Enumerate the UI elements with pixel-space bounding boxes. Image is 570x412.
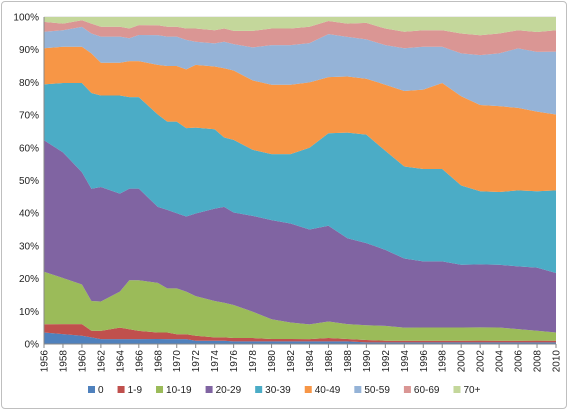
x-tick-label: 1966 — [134, 350, 145, 373]
x-tick-label: 2008 — [533, 350, 544, 373]
x-tick-label: 1998 — [438, 350, 449, 373]
x-tick-label: 1960 — [77, 350, 88, 373]
x-tick-label: 2006 — [514, 350, 525, 373]
x-tick-label: 1990 — [362, 350, 373, 373]
area-series-0 — [44, 332, 556, 344]
x-tick-label: 2010 — [552, 350, 563, 373]
legend-label: 70+ — [463, 385, 480, 396]
area-series-10-19 — [44, 271, 556, 341]
y-tick-label: 30% — [19, 241, 39, 252]
legend-swatch — [205, 386, 213, 393]
legend-label: 20-29 — [216, 385, 242, 396]
legend-swatch — [117, 386, 125, 393]
area-series-group — [44, 17, 556, 344]
legend-label: 50-59 — [364, 385, 390, 396]
x-tick-label: 2000 — [457, 350, 468, 373]
y-tick-label: 20% — [19, 274, 39, 285]
x-tick-label: 1962 — [96, 350, 107, 373]
legend-label: 40-49 — [315, 385, 341, 396]
x-tick-label: 1986 — [324, 350, 335, 373]
area-series-50-59 — [44, 26, 556, 115]
area-series-30-39 — [44, 83, 556, 273]
legend-label: 0 — [98, 385, 104, 396]
y-tick-label: 100% — [13, 13, 39, 24]
x-tick-label: 1978 — [248, 350, 259, 373]
legend-label: 60-69 — [414, 385, 440, 396]
legend-label: 10-19 — [166, 385, 192, 396]
x-tick-label: 1956 — [40, 350, 51, 373]
y-tick-labels: 0% 10% 20% 30% 40% 50% 60% 70% 80% 90% 100% — [13, 13, 39, 351]
x-tick-label: 1958 — [58, 350, 69, 373]
x-tick-label: 1994 — [400, 350, 411, 373]
x-tick-label: 2002 — [476, 350, 487, 373]
y-tick-label: 50% — [19, 176, 39, 187]
legend-swatch — [354, 386, 362, 393]
x-tick-label: 1974 — [210, 350, 221, 373]
area-series-1-9 — [44, 324, 556, 343]
x-tick-label: 1996 — [419, 350, 430, 373]
x-tick-labels: 1956 1958 1960 1962 1964 1966 1968 1970 1972 1974… — [40, 350, 563, 373]
axes — [43, 17, 557, 348]
x-tick-label: 1972 — [191, 350, 202, 373]
legend-swatch — [403, 386, 411, 393]
legend-swatch — [453, 386, 461, 393]
x-tick-label: 1984 — [305, 350, 316, 373]
area-series-70+ — [44, 17, 556, 36]
y-tick-label: 10% — [19, 307, 39, 318]
x-tick-label: 1980 — [267, 350, 278, 373]
y-tick-label: 80% — [19, 78, 39, 89]
area-series-40-49 — [44, 46, 556, 193]
x-tick-label: 2004 — [495, 350, 506, 373]
legend-swatch — [255, 386, 263, 393]
x-tick-label: 1970 — [172, 350, 183, 373]
y-tick-label: 0% — [25, 340, 40, 351]
area-series-60-69 — [44, 20, 556, 56]
x-tick-label: 1968 — [153, 350, 164, 373]
legend-label: 30-39 — [265, 385, 291, 396]
y-tick-label: 60% — [19, 143, 39, 154]
legend: 0 1-9 10-19 20-29 30-39 40-49 50-59 60-69 70+ — [88, 385, 481, 396]
y-tick-label: 70% — [19, 111, 39, 122]
legend-swatch — [88, 386, 95, 393]
x-tick-label: 1976 — [229, 350, 240, 373]
area-series-20-29 — [44, 140, 556, 333]
x-tick-label: 1988 — [343, 350, 354, 373]
x-tick-label: 1964 — [115, 350, 126, 373]
y-tick-label: 90% — [19, 45, 39, 56]
legend-swatch — [156, 386, 164, 393]
legend-label: 1-9 — [128, 385, 143, 396]
x-tick-label: 1982 — [286, 350, 297, 373]
y-tick-label: 40% — [19, 209, 39, 220]
x-tick-label: 1992 — [381, 350, 392, 373]
legend-swatch — [304, 386, 312, 393]
